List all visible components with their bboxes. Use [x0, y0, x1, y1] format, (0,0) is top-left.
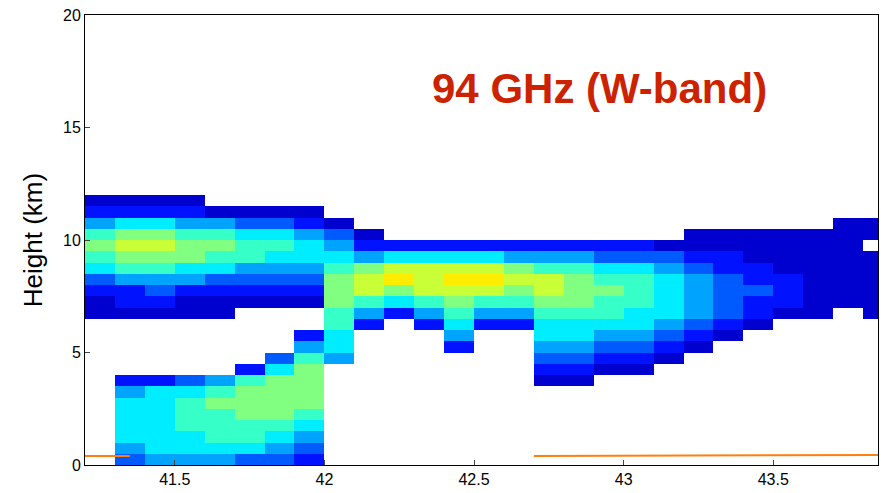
svg-text:41.5: 41.5 [159, 471, 190, 488]
svg-text:43.5: 43.5 [758, 471, 789, 488]
svg-text:0: 0 [72, 457, 81, 474]
svg-text:20: 20 [63, 7, 81, 24]
svg-text:15: 15 [63, 119, 81, 136]
svg-text:5: 5 [72, 344, 81, 361]
svg-text:42: 42 [316, 471, 334, 488]
svg-text:94 GHz (W-band): 94 GHz (W-band) [432, 65, 767, 112]
svg-text:43: 43 [615, 471, 633, 488]
svg-text:Height (km): Height (km) [18, 173, 48, 307]
svg-text:42.5: 42.5 [458, 471, 489, 488]
svg-text:10: 10 [63, 232, 81, 249]
